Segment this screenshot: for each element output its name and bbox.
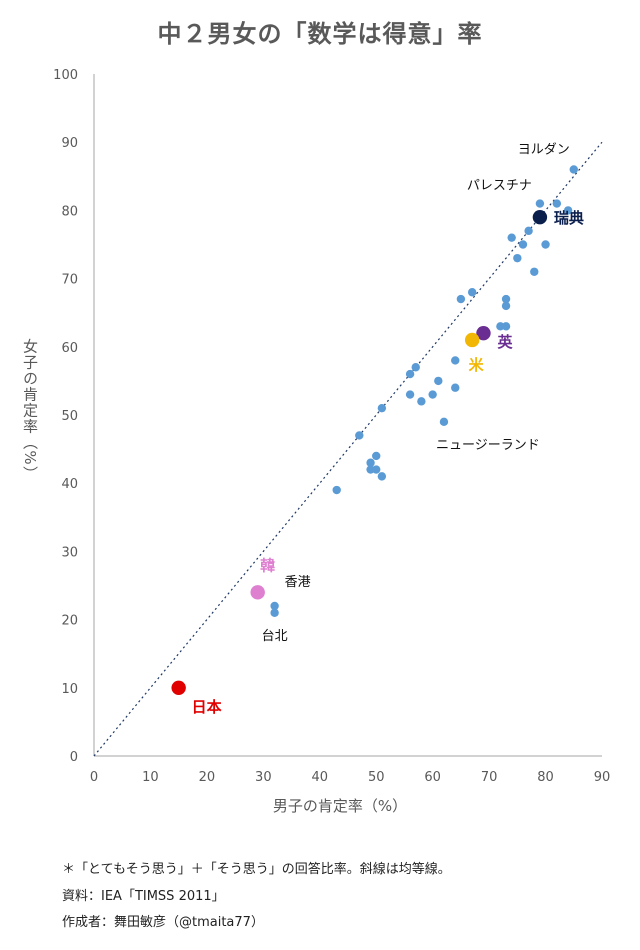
y-tick-label: 50 [61, 409, 78, 424]
source-note: 資料：IEA「TIMSS 2011」 [62, 889, 225, 904]
data-point [524, 226, 533, 236]
x-tick-label: 10 [142, 770, 159, 785]
data-point [451, 383, 460, 392]
data-point [405, 369, 415, 379]
data-point [366, 465, 375, 474]
data-point [451, 356, 460, 365]
data-point [569, 165, 578, 174]
annotation-label: パレスチナ [467, 179, 532, 194]
annotation-label: 台北 [262, 629, 288, 644]
data-point [507, 233, 516, 242]
x-tick-label: 70 [481, 770, 498, 785]
annotation-label: ヨルダン [518, 142, 570, 157]
data-point [439, 417, 449, 427]
highlight-point [171, 680, 186, 695]
annotation-label: ニュージーランド [436, 438, 540, 453]
data-point [405, 390, 415, 399]
y-tick-label: 10 [61, 682, 78, 697]
x-tick-label: 40 [312, 770, 329, 785]
data-point [535, 199, 545, 208]
highlight-label: 日本 [192, 698, 222, 716]
author-note: 作成者：舞田敏彦（@tmaita77） [62, 915, 264, 930]
y-tick-label: 90 [61, 136, 78, 151]
annotation-label: 香港 [285, 575, 311, 590]
data-point [434, 376, 443, 386]
highlight-label: 英 [497, 333, 513, 351]
x-tick-label: 60 [424, 770, 441, 785]
data-point [501, 322, 511, 331]
data-point [372, 451, 381, 461]
x-tick-label: 90 [594, 770, 611, 785]
highlight-point [464, 332, 480, 348]
data-point [428, 390, 437, 399]
y-tick-label: 20 [61, 614, 78, 629]
x-tick-label: 50 [368, 770, 385, 785]
highlight-point [476, 325, 491, 341]
highlight-label: 米 [469, 356, 485, 374]
tick-labels: 0 10 20 30 40 50 60 70 80 90 0 10 20 30 40 50 60 70 80 90 10… [53, 68, 610, 785]
x-tick-label: 80 [537, 770, 554, 785]
data-point [563, 206, 573, 215]
highlight-label: 韓 [260, 556, 275, 574]
data-point [270, 601, 279, 611]
highlight-point [532, 210, 548, 225]
y-tick-label: 30 [61, 545, 78, 560]
data-point [377, 472, 387, 481]
data-point [501, 294, 511, 304]
data-point [377, 403, 387, 413]
data-point [417, 397, 426, 406]
data-point [513, 253, 522, 263]
highlight-point [250, 585, 265, 600]
data-point [501, 301, 511, 311]
data-point [332, 485, 341, 495]
data-point [552, 199, 562, 208]
x-tick-label: 30 [255, 770, 272, 785]
x-axis-label: 男子の肯定率（%） [273, 797, 407, 815]
data-point [530, 267, 539, 276]
highlight-label: 瑞典 [554, 209, 584, 227]
data-point [411, 363, 420, 372]
data-point [467, 288, 477, 297]
y-axis-label: 女子の肯定率（%） [21, 338, 39, 482]
data-points [270, 165, 578, 617]
data-point [366, 458, 375, 467]
chart-title: 中２男女の「数学は得意」率 [157, 20, 483, 48]
data-point [355, 431, 364, 440]
data-point [456, 294, 466, 304]
data-point [270, 608, 279, 617]
x-tick-label: 20 [199, 770, 216, 785]
y-tick-label: 60 [61, 341, 78, 356]
data-point [541, 240, 550, 249]
y-tick-label: 100 [53, 68, 78, 83]
y-tick-label: 70 [61, 273, 78, 288]
x-tick-label: 0 [90, 770, 98, 785]
data-point [518, 240, 528, 249]
axes [93, 74, 602, 757]
footnote: ＊「とてもそう思う」＋「そう思う」の回答比率。斜線は均等線。 [62, 862, 451, 877]
y-tick-label: 40 [61, 477, 78, 492]
y-tick-label: 0 [70, 750, 78, 765]
y-tick-label: 80 [61, 204, 78, 219]
